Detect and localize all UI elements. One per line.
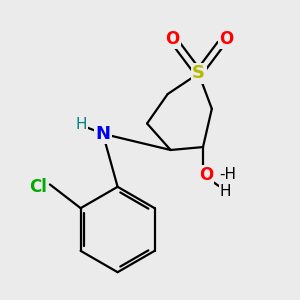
Text: N: N (95, 125, 110, 143)
Text: O: O (165, 30, 179, 48)
Text: O: O (199, 166, 213, 184)
Text: S: S (192, 64, 205, 82)
Text: H: H (220, 184, 231, 199)
Text: -H: -H (219, 167, 236, 182)
Text: H: H (75, 118, 87, 133)
Text: Cl: Cl (29, 178, 47, 196)
Text: O: O (219, 30, 233, 48)
